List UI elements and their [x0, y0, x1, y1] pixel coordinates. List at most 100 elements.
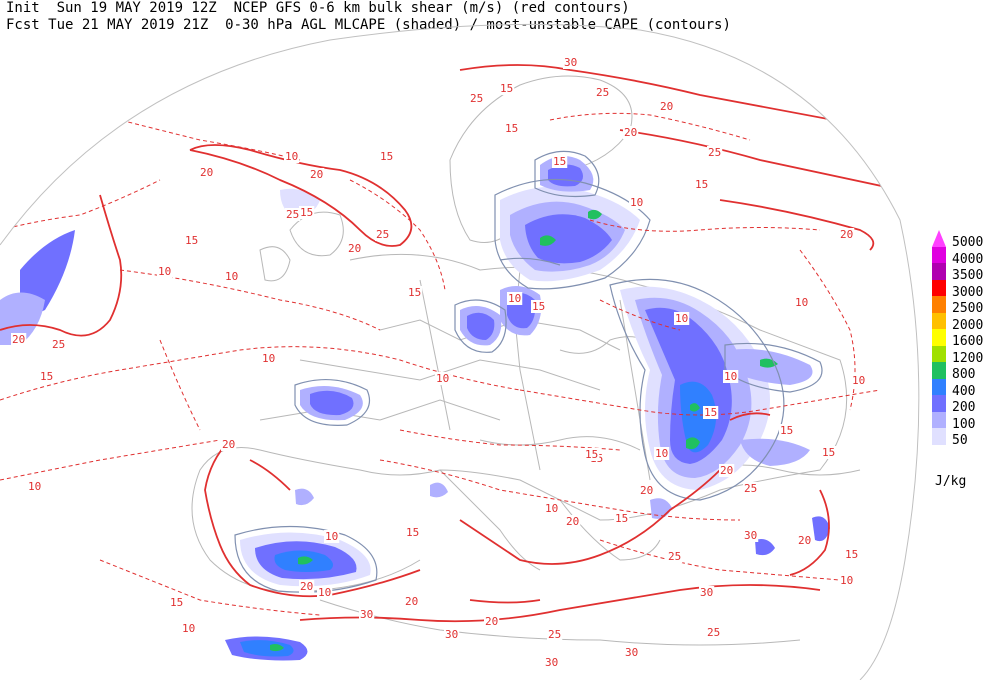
shear-label: 10	[28, 480, 41, 493]
shear-label: 15	[406, 526, 419, 539]
shear-label: 20	[300, 580, 313, 593]
shear-label: 20	[640, 484, 653, 497]
shear-label-box	[624, 646, 640, 659]
shear-label: 10	[182, 622, 195, 635]
legend-swatch	[932, 329, 946, 346]
shear-label-box	[199, 166, 215, 179]
shear-label-box	[435, 372, 451, 385]
shear-label: 20	[566, 515, 579, 528]
legend-row: 2000	[928, 312, 998, 337]
shear-label-box	[317, 586, 333, 599]
shear-label: 25	[596, 86, 609, 99]
shear-label-box	[839, 228, 855, 241]
shear-label: 10	[675, 312, 688, 325]
shear-label-box	[623, 126, 639, 139]
legend-swatch	[932, 345, 946, 363]
shear-label-box	[39, 370, 55, 383]
legend-label: 5000	[952, 235, 984, 250]
legend-swatch	[932, 230, 946, 247]
legend-row: 1600	[928, 329, 998, 353]
legend-units: J/kg	[935, 474, 967, 489]
shear-label: 15	[780, 424, 793, 437]
shear-label-box	[706, 626, 722, 639]
shear-label-box	[699, 586, 715, 599]
mucape-contours	[234, 150, 823, 593]
shear-label: 10	[655, 447, 668, 460]
shear-label: 25	[668, 550, 681, 563]
shear-label: 30	[744, 529, 757, 542]
shear-label: 10	[840, 574, 853, 587]
shear-label-box	[499, 82, 515, 95]
shear-label-box	[743, 529, 759, 542]
legend-row: 100	[928, 411, 998, 436]
shear-label-box	[504, 122, 520, 135]
shear-label-box	[821, 446, 837, 459]
shear-label: 25	[52, 338, 65, 351]
shear-label-box	[299, 580, 315, 593]
shear-label: 10	[852, 374, 865, 387]
shear-label-box	[51, 338, 67, 351]
legend-row: 50	[928, 428, 998, 452]
legend-swatch	[932, 279, 946, 297]
legend-row: 3000	[928, 279, 998, 304]
shear-contours	[0, 64, 901, 623]
legend-row: 4000	[928, 246, 998, 271]
shear-label: 30	[360, 608, 373, 621]
shear-label: 15	[40, 370, 53, 383]
shear-label-box	[659, 100, 675, 113]
legend-row: 1200	[928, 345, 998, 370]
shear-label-box	[639, 484, 655, 497]
shear-label-box	[544, 502, 560, 515]
shear-label: 20	[310, 168, 323, 181]
shear-label-box	[552, 155, 568, 168]
shear-label-box	[719, 464, 735, 477]
shear-label-box	[261, 352, 277, 365]
shear-label: 25	[708, 146, 721, 159]
shear-label: 15	[408, 286, 421, 299]
shear-label-box	[544, 656, 560, 669]
shear-label-box	[407, 286, 423, 299]
shear-label-box	[723, 370, 739, 383]
header-init-line: Init Sun 19 MAY 2019 12Z NCEP GFS 0-6 km…	[6, 0, 630, 16]
shear-label: 25	[548, 628, 561, 641]
shear-label-box	[507, 292, 523, 305]
coastlines	[191, 75, 861, 646]
shear-label: 30	[625, 646, 638, 659]
shear-label: 15	[615, 512, 628, 525]
legend-label: 3500	[952, 268, 984, 283]
cape-shading	[0, 156, 830, 661]
legend-label: 4000	[952, 251, 984, 267]
shear-label-box	[444, 628, 460, 641]
shear-label-box	[347, 242, 363, 255]
shear-label: 20	[222, 438, 235, 451]
legend-label: 2500	[952, 301, 984, 316]
shear-label: 15	[380, 150, 393, 163]
shear-label: 30	[564, 56, 577, 69]
legend-label: 400	[952, 383, 976, 399]
shear-label-box	[184, 234, 200, 247]
shear-label: 10	[436, 372, 449, 385]
shear-label-box	[779, 424, 795, 437]
legend-label: 100	[952, 416, 976, 432]
shear-label: 30	[545, 656, 558, 669]
shear-label: 15	[553, 155, 566, 168]
shear-label-box	[565, 515, 581, 528]
shear-label: 15	[300, 206, 313, 219]
shear-label-box	[484, 615, 500, 628]
shear-label-box	[531, 300, 547, 313]
shear-label-box	[694, 178, 710, 191]
legend-row: 400	[928, 378, 998, 403]
shear-label: 10	[630, 196, 643, 209]
legend-label: 200	[952, 400, 976, 415]
shear-label: 15	[585, 448, 598, 461]
shear-label: 10	[262, 352, 275, 365]
shear-label: 30	[445, 628, 458, 641]
shear-label: 15	[845, 548, 858, 561]
legend-swatch	[932, 296, 946, 313]
shear-label: 20	[840, 228, 853, 241]
shear-label: 10	[795, 296, 808, 309]
shear-label-box	[629, 196, 645, 209]
shear-label: 25	[286, 208, 299, 221]
shear-label-box	[224, 270, 240, 283]
shear-label: 15	[695, 178, 708, 191]
